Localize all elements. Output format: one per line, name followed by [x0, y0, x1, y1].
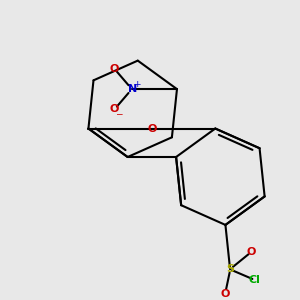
- Text: O: O: [109, 64, 119, 74]
- Text: N: N: [128, 84, 137, 94]
- Text: Cl: Cl: [248, 275, 260, 285]
- Text: −: −: [115, 109, 122, 118]
- Text: O: O: [220, 290, 230, 299]
- Text: S: S: [226, 264, 234, 274]
- Text: O: O: [147, 124, 157, 134]
- Text: +: +: [133, 80, 141, 89]
- Text: O: O: [109, 104, 119, 115]
- Text: O: O: [247, 247, 256, 257]
